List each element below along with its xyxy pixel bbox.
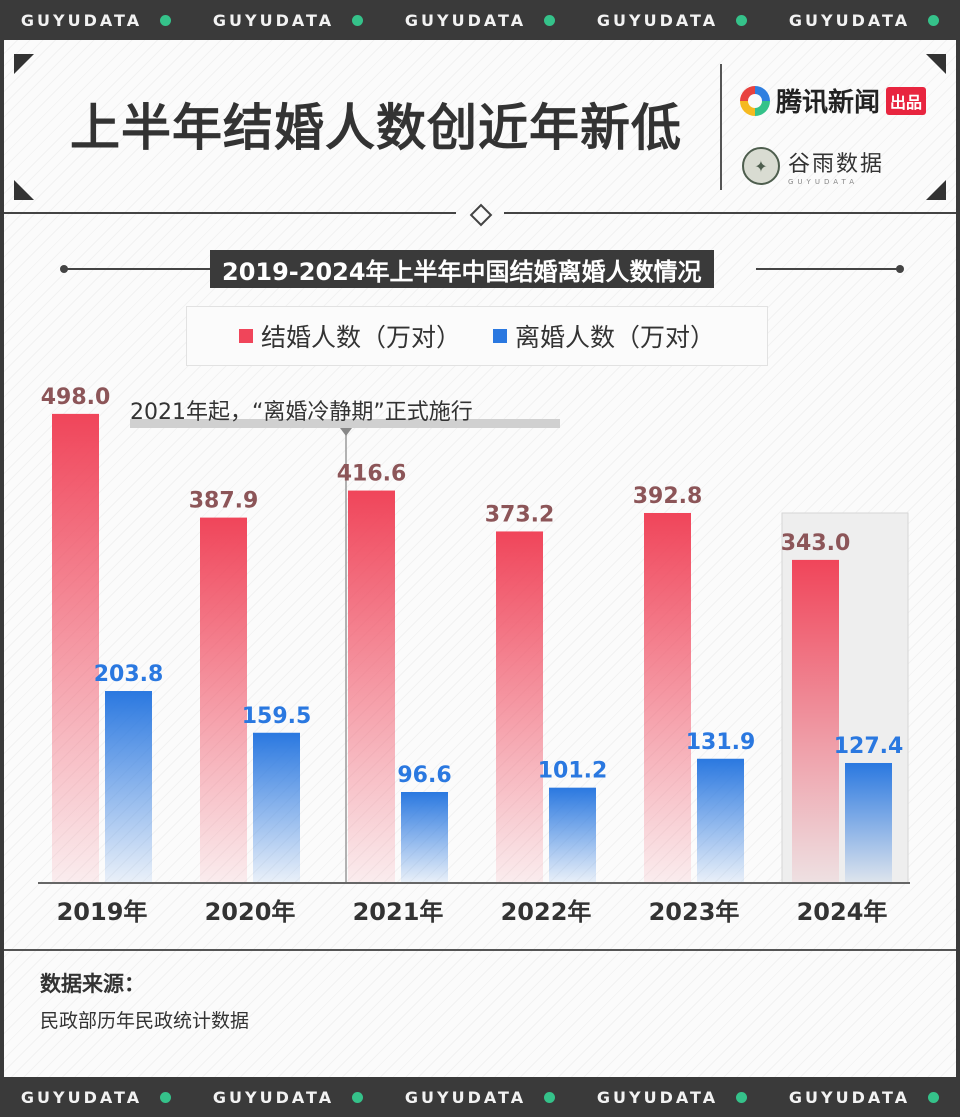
brand-band-item: GUYUDATA — [212, 10, 364, 30]
brand-band-item: GUYUDATA — [596, 10, 748, 30]
brand-band-text: GUYUDATA — [20, 1087, 143, 1107]
source-label: 数据来源： — [40, 972, 145, 996]
guyu-data-logo: ✦ 谷雨数据 GUYUDATA — [742, 146, 884, 186]
legend-swatch-marriage — [238, 329, 253, 343]
band-dot-icon — [928, 1091, 940, 1103]
annotation-marker-icon — [340, 428, 352, 436]
brand-band-item: GUYUDATA — [788, 1087, 940, 1107]
policy-annotation: 2021年起，“离婚冷静期”正式施行 — [130, 400, 473, 425]
x-tick-label: 2023年 — [649, 898, 740, 926]
x-tick-label: 2019年 — [57, 898, 148, 926]
bar-divorce — [697, 758, 744, 883]
brand-band-item: GUYUDATA — [212, 1087, 364, 1107]
bar-marriage — [52, 413, 99, 883]
tencent-news-badge: 出品 — [886, 86, 927, 115]
corner-ornament-icon — [14, 54, 34, 74]
data-label-divorce: 131.9 — [686, 730, 756, 755]
band-dot-icon — [928, 14, 940, 26]
header-bottom-line-left — [4, 212, 456, 214]
chart-subtitle: 2019-2024年上半年中国结婚离婚人数情况 — [210, 250, 714, 288]
corner-ornament-icon — [14, 180, 34, 200]
legend-swatch-divorce — [493, 329, 507, 343]
data-label-marriage: 387.9 — [189, 489, 259, 514]
source-divider — [4, 949, 956, 951]
corner-ornament-icon — [926, 54, 946, 74]
brand-band-item: GUYUDATA — [404, 10, 556, 30]
brand-band-text: GUYUDATA — [212, 1087, 335, 1107]
brand-band-text: GUYUDATA — [596, 10, 719, 30]
band-dot-icon — [352, 1091, 364, 1103]
bottom-brand-band: GUYUDATA GUYUDATA GUYUDATA GUYUDATA GUYUDATA — [0, 1077, 960, 1117]
bar-divorce — [549, 787, 596, 883]
x-tick-label: 2022年 — [501, 898, 592, 926]
page-title: 上半年结婚人数创近年新低 — [70, 99, 682, 157]
corner-ornament-icon — [926, 180, 946, 200]
bar-marriage — [644, 512, 691, 883]
data-label-marriage: 373.2 — [485, 502, 555, 527]
data-label-divorce: 127.4 — [834, 734, 904, 759]
bar-marriage — [200, 517, 247, 883]
data-label-divorce: 159.5 — [242, 704, 312, 729]
brand-band-text: GUYUDATA — [788, 1087, 911, 1107]
tencent-news-name: 腾讯新闻 — [776, 88, 881, 118]
band-dot-icon — [160, 14, 172, 26]
legend-item-divorce: 离婚人数（万对） — [493, 318, 715, 354]
brand-band-item: GUYUDATA — [596, 1087, 748, 1107]
brand-band-item: GUYUDATA — [20, 10, 172, 30]
bar-marriage — [792, 559, 839, 883]
band-dot-icon — [736, 1091, 748, 1103]
subtitle-line-left — [64, 268, 210, 270]
data-label-marriage: 392.8 — [633, 484, 703, 509]
bird-icon: ✦ — [742, 147, 780, 185]
brand-band-text: GUYUDATA — [788, 10, 911, 30]
top-brand-band: GUYUDATA GUYUDATA GUYUDATA GUYUDATA GUYUDATA — [0, 0, 960, 40]
brand-band-text: GUYUDATA — [20, 10, 143, 30]
data-label-divorce: 96.6 — [397, 763, 451, 788]
guyu-data-name: 谷雨数据 — [788, 152, 885, 177]
band-dot-icon — [352, 14, 364, 26]
brand-band-text: GUYUDATA — [404, 10, 527, 30]
header-divider — [720, 64, 722, 190]
brand-band-item: GUYUDATA — [20, 1087, 172, 1107]
bar-divorce — [845, 762, 892, 883]
tencent-news-logo: 腾讯新闻 出品 — [740, 82, 927, 119]
x-tick-label: 2024年 — [797, 898, 888, 926]
band-dot-icon — [544, 14, 556, 26]
brand-band-item: GUYUDATA — [788, 10, 940, 30]
guyu-data-subname: GUYUDATA — [788, 178, 858, 186]
header-bottom-line-right — [504, 212, 956, 214]
band-dot-icon — [160, 1091, 172, 1103]
bar-divorce — [401, 792, 448, 883]
source-text: 民政部历年民政统计数据 — [40, 1010, 250, 1032]
data-label-marriage: 343.0 — [781, 531, 851, 556]
brand-band-text: GUYUDATA — [404, 1087, 527, 1107]
data-label-divorce: 203.8 — [94, 662, 164, 687]
x-tick-label: 2021年 — [353, 898, 444, 926]
legend-label-marriage: 结婚人数（万对） — [260, 323, 461, 352]
bar-marriage — [348, 490, 395, 883]
x-tick-label: 2020年 — [205, 898, 296, 926]
brand-band-text: GUYUDATA — [596, 1087, 719, 1107]
bar-divorce — [105, 691, 152, 883]
band-dot-icon — [736, 14, 748, 26]
subtitle-dot-right — [896, 265, 904, 273]
data-label-marriage: 498.0 — [41, 385, 111, 410]
legend-label-divorce: 离婚人数（万对） — [515, 323, 716, 352]
annotation-underline — [130, 419, 560, 428]
bar-divorce — [253, 732, 300, 883]
bar-marriage — [496, 531, 543, 883]
brand-band-item: GUYUDATA — [404, 1087, 556, 1107]
legend-item-marriage: 结婚人数（万对） — [238, 318, 461, 354]
data-label-marriage: 416.6 — [337, 462, 407, 487]
tencent-news-icon — [740, 85, 770, 116]
data-label-divorce: 101.2 — [538, 759, 608, 784]
band-dot-icon — [544, 1091, 556, 1103]
subtitle-line-right — [756, 268, 898, 270]
brand-band-text: GUYUDATA — [212, 10, 335, 30]
chart-legend: 结婚人数（万对） 离婚人数（万对） — [186, 306, 768, 366]
